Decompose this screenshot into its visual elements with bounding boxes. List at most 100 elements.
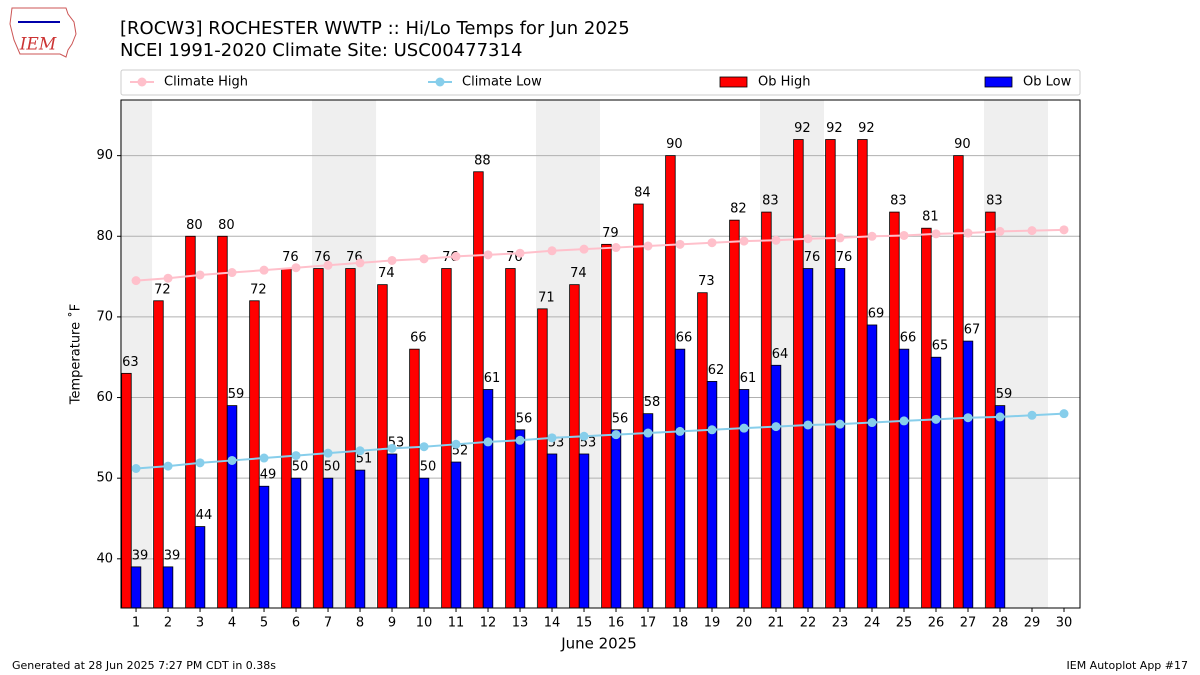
x-tick-label: 9 bbox=[388, 616, 396, 631]
climate-marker bbox=[387, 255, 397, 265]
y-tick-label: 70 bbox=[96, 309, 113, 324]
climate-line bbox=[135, 412, 1065, 470]
climate-marker bbox=[707, 238, 717, 248]
data-label: 90 bbox=[954, 137, 971, 152]
climate-marker bbox=[131, 464, 141, 474]
data-label: 66 bbox=[676, 331, 693, 346]
data-label: 73 bbox=[698, 274, 715, 289]
bar bbox=[514, 429, 526, 609]
bar bbox=[889, 211, 900, 609]
x-tick-label: 28 bbox=[992, 616, 1009, 631]
climate-marker bbox=[419, 254, 429, 264]
climate-marker bbox=[739, 423, 749, 433]
x-tick-label: 29 bbox=[1024, 616, 1041, 631]
data-label: 80 bbox=[218, 218, 235, 233]
bar bbox=[601, 243, 612, 609]
climate-marker bbox=[291, 451, 301, 461]
data-label: 56 bbox=[516, 411, 533, 426]
data-label: 80 bbox=[186, 218, 203, 233]
climate-marker bbox=[131, 276, 141, 286]
bar bbox=[921, 227, 932, 609]
climate-marker bbox=[995, 412, 1005, 422]
bar bbox=[217, 235, 228, 609]
data-label: 76 bbox=[836, 250, 853, 265]
climate-marker bbox=[899, 230, 909, 240]
climate-marker bbox=[931, 229, 941, 239]
y-tick-label: 50 bbox=[96, 471, 113, 486]
climate-marker bbox=[835, 233, 845, 243]
bar bbox=[994, 405, 1006, 609]
footer-left: Generated at 28 Jun 2025 7:27 PM CDT in … bbox=[12, 659, 276, 672]
climate-marker bbox=[323, 448, 333, 458]
logo-text: IEM bbox=[19, 35, 57, 55]
data-label: 58 bbox=[644, 395, 661, 410]
bar bbox=[962, 340, 974, 609]
y-tick-label: 80 bbox=[96, 229, 113, 244]
bar bbox=[665, 155, 676, 609]
x-tick-label: 7 bbox=[324, 616, 332, 631]
climate-marker bbox=[675, 426, 685, 436]
climate-marker bbox=[771, 422, 781, 432]
data-label: 49 bbox=[260, 468, 277, 483]
climate-marker bbox=[291, 263, 301, 273]
climate-marker bbox=[1027, 226, 1037, 236]
climate-marker bbox=[227, 268, 237, 278]
climate-marker bbox=[547, 433, 557, 443]
footer-right: IEM Autoplot App #17 bbox=[1067, 659, 1189, 672]
climate-marker bbox=[1027, 410, 1037, 420]
logo-outline bbox=[9, 7, 77, 58]
climate-marker bbox=[963, 413, 973, 423]
bar bbox=[386, 453, 398, 609]
climate-marker bbox=[579, 431, 589, 441]
data-label: 64 bbox=[772, 347, 789, 362]
climate-marker bbox=[515, 435, 525, 445]
climate-marker bbox=[419, 442, 429, 452]
bar bbox=[834, 268, 846, 609]
data-label: 76 bbox=[282, 250, 299, 265]
data-label: 63 bbox=[122, 355, 139, 370]
data-label: 83 bbox=[762, 194, 779, 209]
bar bbox=[505, 268, 516, 609]
data-label: 92 bbox=[826, 121, 843, 136]
data-label: 90 bbox=[666, 137, 683, 152]
bar bbox=[473, 171, 484, 609]
data-label: 39 bbox=[132, 548, 149, 563]
data-label: 44 bbox=[196, 508, 213, 523]
climate-marker bbox=[867, 418, 877, 428]
x-tick-label: 11 bbox=[448, 616, 465, 631]
climate-marker bbox=[995, 226, 1005, 236]
data-label: 81 bbox=[922, 210, 939, 225]
data-label: 72 bbox=[154, 282, 171, 297]
bar bbox=[322, 477, 334, 609]
climate-marker bbox=[259, 265, 269, 275]
climate-marker bbox=[899, 416, 909, 426]
y-tick-label: 40 bbox=[96, 551, 113, 566]
climate-marker bbox=[1059, 225, 1069, 235]
legend-swatch bbox=[435, 77, 445, 87]
bar bbox=[130, 566, 142, 609]
climate-marker bbox=[515, 248, 525, 258]
data-label: 66 bbox=[900, 331, 917, 346]
bar bbox=[857, 139, 868, 609]
x-tick-label: 12 bbox=[480, 616, 497, 631]
bar bbox=[537, 308, 548, 609]
chart-subtitle: NCEI 1991-2020 Climate Site: USC00477314 bbox=[120, 40, 522, 61]
x-tick-label: 30 bbox=[1056, 616, 1073, 631]
climate-marker bbox=[163, 461, 173, 471]
bar bbox=[697, 292, 708, 609]
bar bbox=[441, 268, 452, 609]
data-label: 72 bbox=[250, 282, 267, 297]
data-label: 50 bbox=[292, 460, 309, 475]
bar bbox=[249, 300, 260, 609]
data-label: 66 bbox=[410, 331, 427, 346]
bar bbox=[546, 453, 558, 609]
data-label: 88 bbox=[474, 153, 491, 168]
bar bbox=[953, 155, 964, 609]
climate-marker bbox=[739, 236, 749, 246]
bar bbox=[194, 526, 206, 609]
x-tick-label: 18 bbox=[672, 616, 689, 631]
data-label: 65 bbox=[932, 339, 949, 354]
climate-marker bbox=[163, 273, 173, 283]
data-label: 59 bbox=[228, 387, 245, 402]
